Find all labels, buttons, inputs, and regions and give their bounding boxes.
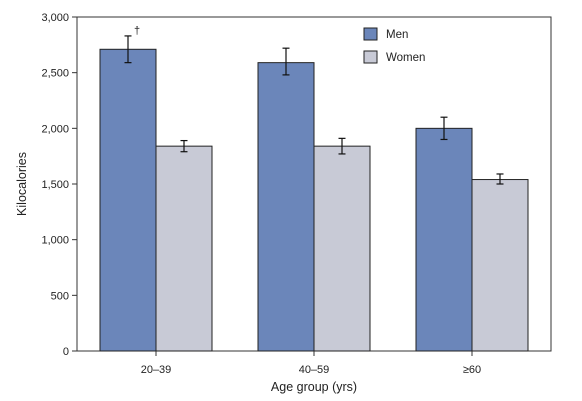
y-tick-label: 2,500 <box>41 68 69 80</box>
legend-swatch <box>363 27 378 41</box>
x-tick-label: ≥60 <box>463 364 481 376</box>
legend-item-men: Men <box>363 27 408 41</box>
y-axis-title: Kilocalories <box>15 152 29 216</box>
bar-men-2 <box>415 127 473 352</box>
error-bars-layer <box>124 35 504 185</box>
legend-item-women: Women <box>363 50 425 64</box>
error-bar-women-2 <box>496 173 504 185</box>
y-tick-label: 2,000 <box>41 123 69 135</box>
x-tick-label: 40–59 <box>299 364 330 376</box>
bars-layer <box>99 48 529 352</box>
y-tick-label: 1,000 <box>41 235 69 247</box>
legend-swatch <box>363 50 378 64</box>
bar-women-2 <box>471 179 529 352</box>
bar-men-0 <box>99 48 157 352</box>
error-bar-men-0 <box>124 35 132 64</box>
y-tick-label: 0 <box>63 346 69 358</box>
legend-label: Women <box>386 52 425 64</box>
y-tick-label: 3,000 <box>41 12 69 24</box>
y-tick-label: 1,500 <box>41 179 69 191</box>
error-bar-women-1 <box>338 137 346 155</box>
x-axis: 20–39 40–59 ≥60 <box>141 351 481 376</box>
annotation-dagger: † <box>134 25 140 37</box>
x-tick-label: 20–39 <box>141 364 172 376</box>
x-axis-title: Age group (yrs) <box>271 380 357 394</box>
annotations-layer: † <box>134 25 140 37</box>
legend: Men Women <box>363 27 425 64</box>
error-bar-men-1 <box>282 47 290 76</box>
bar-women-1 <box>313 145 371 352</box>
y-tick-label: 500 <box>51 290 69 302</box>
error-bar-men-2 <box>440 116 448 141</box>
y-axis: 0 500 1,000 1,500 2,000 2,500 3,000 <box>41 12 77 358</box>
bar-women-0 <box>155 145 213 352</box>
legend-label: Men <box>386 29 408 41</box>
bar-men-1 <box>257 62 315 352</box>
error-bar-women-0 <box>180 139 188 153</box>
